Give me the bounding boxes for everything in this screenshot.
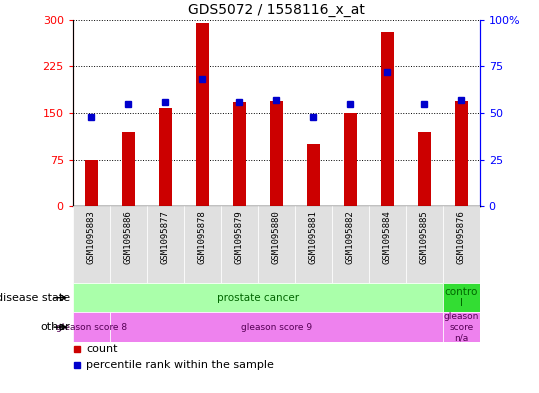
Text: GSM1095883: GSM1095883 bbox=[87, 210, 96, 264]
Bar bbox=[110, 312, 443, 342]
Bar bbox=[73, 312, 110, 342]
Bar bbox=[221, 206, 258, 283]
Text: GSM1095877: GSM1095877 bbox=[161, 210, 170, 264]
Bar bbox=[110, 206, 147, 283]
Text: contro
l: contro l bbox=[445, 287, 478, 309]
Bar bbox=[369, 206, 406, 283]
Text: GSM1095880: GSM1095880 bbox=[272, 210, 281, 264]
Text: prostate cancer: prostate cancer bbox=[217, 293, 299, 303]
Bar bbox=[258, 206, 295, 283]
Bar bbox=[418, 132, 431, 206]
Bar bbox=[443, 206, 480, 283]
Text: GSM1095882: GSM1095882 bbox=[345, 210, 355, 264]
Bar bbox=[344, 113, 357, 206]
Bar bbox=[196, 23, 209, 206]
Text: other: other bbox=[40, 322, 70, 332]
Bar bbox=[455, 101, 468, 206]
Bar bbox=[443, 312, 480, 342]
Text: gleason score 8: gleason score 8 bbox=[56, 323, 127, 332]
Text: percentile rank within the sample: percentile rank within the sample bbox=[86, 360, 274, 370]
Bar bbox=[406, 206, 443, 283]
Text: gleason
score
n/a: gleason score n/a bbox=[444, 312, 479, 342]
Text: GSM1095876: GSM1095876 bbox=[457, 210, 466, 264]
Bar bbox=[147, 206, 184, 283]
Bar bbox=[122, 132, 135, 206]
Bar bbox=[85, 160, 98, 206]
Bar bbox=[443, 283, 480, 312]
Title: GDS5072 / 1558116_x_at: GDS5072 / 1558116_x_at bbox=[188, 3, 365, 17]
Text: GSM1095885: GSM1095885 bbox=[420, 210, 429, 264]
Bar bbox=[184, 206, 221, 283]
Text: GSM1095879: GSM1095879 bbox=[235, 210, 244, 264]
Bar bbox=[73, 206, 110, 283]
Bar bbox=[159, 108, 172, 206]
Bar bbox=[233, 102, 246, 206]
Text: gleason score 9: gleason score 9 bbox=[241, 323, 312, 332]
Bar bbox=[381, 32, 393, 206]
Text: GSM1095881: GSM1095881 bbox=[309, 210, 317, 264]
Text: GSM1095886: GSM1095886 bbox=[124, 210, 133, 264]
Text: count: count bbox=[86, 344, 118, 354]
Bar bbox=[331, 206, 369, 283]
Bar bbox=[295, 206, 331, 283]
Text: GSM1095884: GSM1095884 bbox=[383, 210, 392, 264]
Bar bbox=[270, 101, 283, 206]
Bar bbox=[307, 144, 320, 206]
Text: GSM1095878: GSM1095878 bbox=[198, 210, 207, 264]
Text: disease state: disease state bbox=[0, 293, 70, 303]
